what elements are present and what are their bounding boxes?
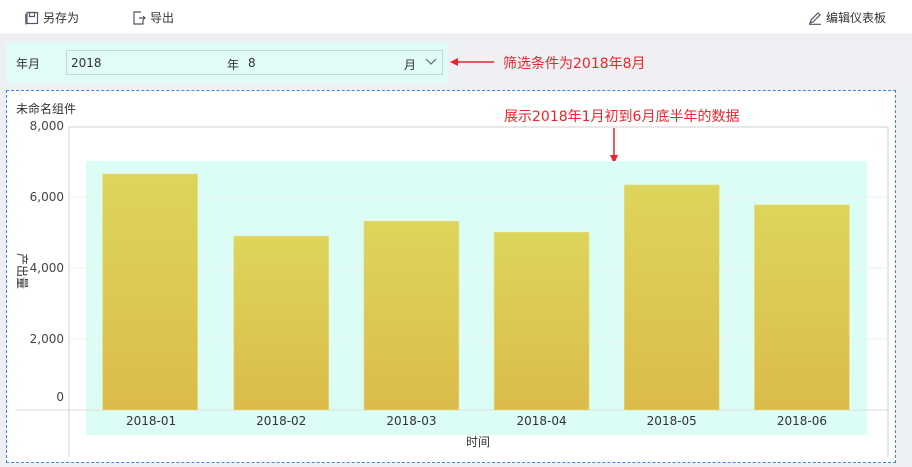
year-unit: 年 xyxy=(227,58,240,72)
bar xyxy=(102,173,198,411)
save-as-button[interactable]: 另存为 xyxy=(25,9,79,26)
filter-label: 年月 xyxy=(16,57,41,71)
month-unit: 月 xyxy=(404,58,417,72)
save-as-label: 另存为 xyxy=(43,11,80,25)
y-tick-label: 2,000 xyxy=(30,332,64,346)
x-tick-label: 2018-03 xyxy=(386,414,436,428)
x-tick-label: 2018-01 xyxy=(126,414,176,428)
bar xyxy=(363,220,460,411)
chevron-down-icon xyxy=(425,58,437,65)
save-icon xyxy=(25,11,39,24)
export-label: 导出 xyxy=(150,11,175,25)
y-tick-label: 8,000 xyxy=(30,119,64,133)
y-tick-label: 6,000 xyxy=(30,190,64,204)
month-value: 8 xyxy=(248,56,256,70)
year-month-filter: 年月 2018 年 8 月 xyxy=(6,42,448,84)
arrow-left-annotation xyxy=(450,58,494,66)
bar xyxy=(623,184,720,411)
x-tick-label: 2018-02 xyxy=(256,414,306,428)
toolbar: 另存为 导出 编辑仪表板 xyxy=(0,0,912,35)
widget-title: 未命名组件 xyxy=(16,102,77,116)
x-tick-label: 2018-04 xyxy=(517,414,567,428)
highlight-region xyxy=(86,161,867,435)
chart-annotation: 展示2018年1月初到6月底半年的数据 xyxy=(504,109,740,125)
export-icon xyxy=(133,10,146,25)
x-tick-label: 2018-05 xyxy=(647,414,697,428)
arrow-down-annotation xyxy=(610,128,618,164)
year-value: 2018 xyxy=(71,56,102,70)
y-axis-title: 产出量 xyxy=(15,253,29,289)
x-tick-label: 2018-06 xyxy=(777,414,827,428)
year-month-select[interactable]: 2018 年 8 月 xyxy=(66,50,443,75)
bar xyxy=(493,231,590,411)
export-button[interactable]: 导出 xyxy=(132,9,174,26)
x-axis-title: 时间 xyxy=(466,435,490,449)
edit-icon xyxy=(809,11,821,25)
y-tick-label: 0 xyxy=(56,390,64,404)
filter-annotation: 筛选条件为2018年8月 xyxy=(503,56,646,72)
bar xyxy=(233,235,330,411)
bar xyxy=(754,204,850,411)
y-tick-label: 4,000 xyxy=(30,261,64,275)
edit-dashboard-button[interactable]: 编辑仪表板 xyxy=(808,9,886,26)
edit-dashboard-label: 编辑仪表板 xyxy=(826,11,887,25)
